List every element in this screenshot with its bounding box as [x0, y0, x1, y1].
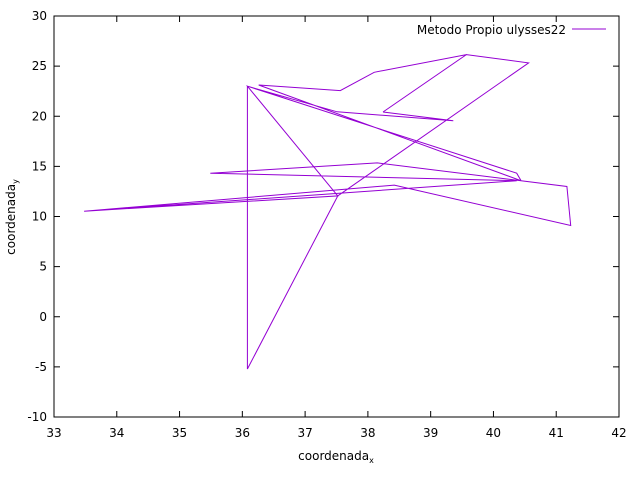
series-layer	[84, 54, 572, 370]
x-tick-label: 36	[235, 426, 250, 440]
plot-frame	[53, 15, 620, 418]
x-tick-label: 42	[611, 426, 626, 440]
x-axis-label: coordenadax	[298, 449, 374, 465]
x-tick-label: 39	[423, 426, 438, 440]
y-tick-label: 25	[32, 59, 47, 73]
legend: Metodo Propio ulysses22	[417, 23, 606, 37]
y-axis-label: coordenaday	[4, 179, 20, 255]
y-tick-label: 5	[39, 260, 47, 274]
series-line	[84, 54, 572, 370]
y-tick-label: 30	[32, 9, 47, 23]
axis-ticks: 33 34 35 36 37 38 39 40 41 42 -10 -5 0 5 10 15 20 25 30	[27, 9, 626, 440]
y-tick-label: -5	[35, 360, 47, 374]
x-tick-label: 33	[46, 426, 61, 440]
y-tick-label: 0	[39, 310, 47, 324]
x-tick-label: 40	[486, 426, 501, 440]
y-tick-label: 10	[32, 210, 47, 224]
y-tick-label: -10	[27, 410, 47, 424]
y-tick-label: 15	[32, 159, 47, 173]
x-tick-label: 35	[172, 426, 187, 440]
x-tick-label: 38	[360, 426, 375, 440]
x-tick-label: 37	[297, 426, 312, 440]
x-tick-label: 41	[549, 426, 564, 440]
x-tick-label: 34	[109, 426, 124, 440]
legend-label: Metodo Propio ulysses22	[417, 23, 566, 37]
y-tick-label: 20	[32, 109, 47, 123]
